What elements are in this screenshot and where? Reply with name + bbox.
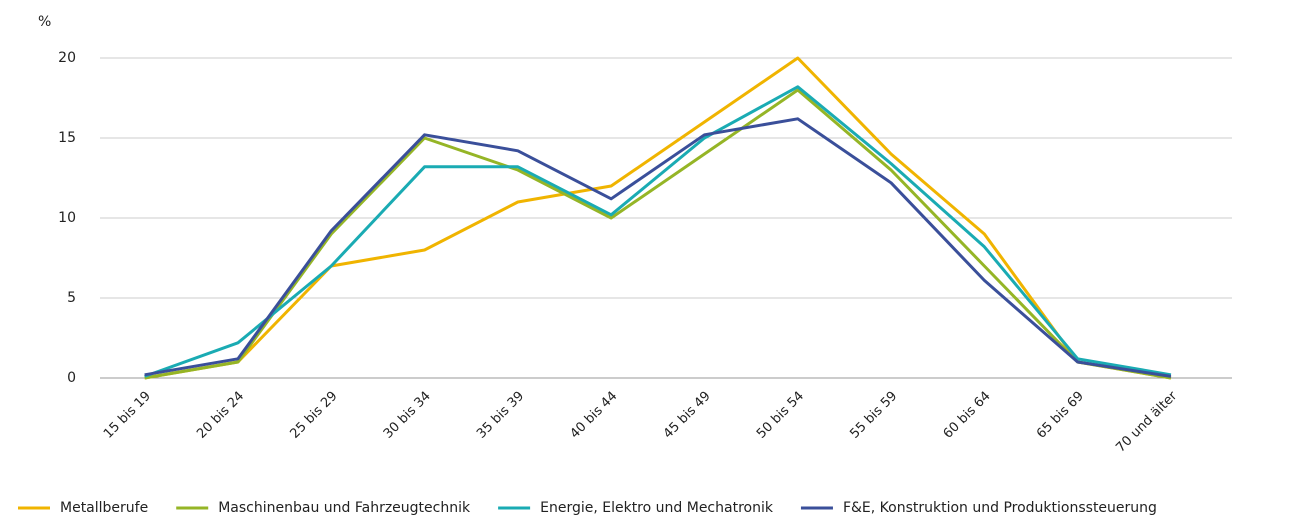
x-tick-label: 25 bis 29 [288,389,341,442]
series-line [144,88,1172,380]
y-tick-label: 0 [67,370,76,386]
legend-label: Energie, Elektro und Mechatronik [540,500,774,516]
x-tick-label: 15 bis 19 [101,389,154,442]
legend-label: Maschinenbau und Fahrzeugtechnik [218,500,471,516]
legend-label: F&E, Konstruktion und Produktionssteueru… [843,500,1157,516]
legend-label: Metallberufe [60,500,148,516]
x-tick-label: 60 bis 64 [941,389,994,442]
y-tick-label: 20 [58,50,76,66]
x-tick-label: 50 bis 54 [754,389,807,442]
series-line [144,85,1172,378]
x-tick-label: 55 bis 59 [847,389,900,442]
y-tick-label: 5 [67,290,76,306]
x-tick-label: 70 und älter [1113,388,1180,455]
y-tick-label: 10 [58,210,76,226]
x-tick-label: 45 bis 49 [661,389,714,442]
x-tick-label: 65 bis 69 [1034,389,1087,442]
series-line [144,117,1172,378]
y-tick-label: 15 [58,130,76,146]
x-tick-label: 35 bis 39 [474,389,527,442]
x-tick-label: 20 bis 24 [194,389,247,442]
y-axis-label: % [38,14,51,30]
x-tick-label: 30 bis 34 [381,389,434,442]
series-line [144,56,1172,380]
x-tick-label: 40 bis 44 [567,389,620,442]
